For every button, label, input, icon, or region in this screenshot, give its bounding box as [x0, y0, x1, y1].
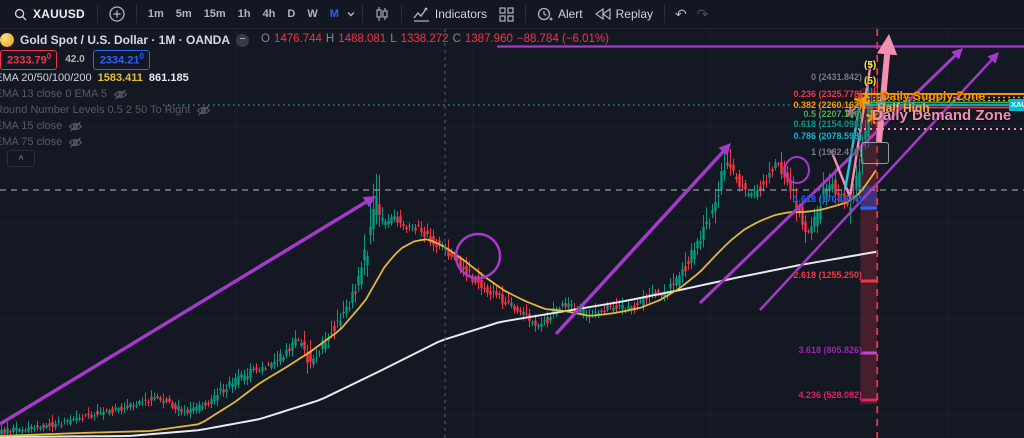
- chevron-down-icon[interactable]: [346, 9, 356, 19]
- timeframe-1month-active[interactable]: M: [329, 8, 339, 20]
- toolbar-divider: [664, 5, 665, 23]
- indicator-name: Round Number Levels 0.5 2 50 To Right: [0, 103, 191, 116]
- replay-rewind-icon: [594, 8, 611, 20]
- eye-off-icon[interactable]: [68, 121, 83, 132]
- supply-zone-label[interactable]: Daily Supply Zone: [881, 89, 986, 103]
- indicator-templates-button[interactable]: [494, 3, 519, 25]
- indicators-icon: [413, 7, 429, 22]
- toolbar-divider: [96, 5, 98, 23]
- sell-button[interactable]: 2333.790: [0, 50, 58, 70]
- spread-value: 42.0: [65, 53, 85, 65]
- trend-arrow-drawings[interactable]: [0, 45, 1024, 426]
- high-label: H: [325, 33, 335, 46]
- half-high-label[interactable]: Half High: [877, 101, 930, 115]
- star-mark-drawings[interactable]: [844, 92, 881, 125]
- toolbar-divider: [135, 5, 137, 23]
- legend-collapse-icon[interactable]: −: [236, 33, 249, 47]
- indicator-name: EMA 13 close 0 EMA 5: [0, 87, 107, 100]
- symbol-name: XAUUSD: [33, 7, 85, 21]
- replay-label: Replay: [615, 7, 653, 21]
- eye-off-icon[interactable]: [68, 137, 83, 148]
- eye-off-icon[interactable]: [196, 105, 211, 116]
- moving-average-lines: [0, 169, 877, 438]
- symbol-title: Gold Spot / U.S. Dollar · 1M · OANDA: [20, 33, 230, 47]
- zone-lines-drawing[interactable]: [163, 93, 1024, 130]
- indicator-name: EMA 20/50/100/200: [0, 71, 92, 84]
- replay-button[interactable]: Replay: [590, 3, 658, 25]
- timeframe-1d[interactable]: D: [287, 8, 296, 20]
- search-icon: [14, 8, 27, 21]
- low-value: 1338.272: [400, 33, 449, 46]
- grid-lines: [0, 29, 1024, 438]
- timeframe-5m[interactable]: 5m: [175, 8, 192, 20]
- low-label: L: [390, 33, 397, 46]
- indicator-row-round-numbers[interactable]: Round Number Levels 0.5 2 50 To Right: [0, 103, 609, 116]
- toolbar-divider: [361, 5, 363, 23]
- symbol-search-button[interactable]: XAUUSD: [8, 3, 91, 25]
- redo-button[interactable]: ↷: [696, 5, 709, 22]
- high-value: 1488.081: [338, 33, 387, 46]
- alert-button[interactable]: Alert: [532, 3, 588, 25]
- eye-off-icon[interactable]: [113, 89, 128, 100]
- elliott-wave-5-label[interactable]: (5): [864, 76, 877, 87]
- top-toolbar: XAUUSD 1m 5m 15m 1h 4h D W M: [0, 0, 1024, 29]
- open-value: 1476.744: [273, 33, 322, 46]
- indicator-value: 1583.411: [97, 71, 143, 84]
- open-label: O: [261, 33, 270, 46]
- legend-collapse-button[interactable]: ^: [7, 150, 35, 167]
- indicator-row-ema75[interactable]: EMA 75 close: [0, 135, 609, 148]
- chart-legend: Gold Spot / U.S. Dollar · 1M · OANDA − O…: [0, 33, 609, 153]
- demand-zone-label[interactable]: Daily Demand Zone: [872, 107, 1012, 124]
- indicator-row-ema13[interactable]: EMA 13 close 0 EMA 5: [0, 87, 609, 100]
- indicator-value: 861.185: [148, 71, 189, 84]
- timeframe-1m[interactable]: 1m: [147, 8, 164, 20]
- timeframe-1h[interactable]: 1h: [237, 8, 251, 20]
- alert-label: Alert: [557, 7, 583, 21]
- symbol-legend-row[interactable]: Gold Spot / U.S. Dollar · 1M · OANDA − O…: [0, 33, 609, 47]
- candlestick-icon: [376, 7, 388, 21]
- candlestick-series: [0, 75, 879, 438]
- indicator-row-ema15[interactable]: EMA 15 close: [0, 119, 609, 132]
- reference-lines: [0, 29, 1024, 438]
- elliott-wave-5-label[interactable]: (5): [864, 60, 877, 71]
- close-label: C: [452, 33, 461, 46]
- highlight-box[interactable]: [861, 142, 889, 164]
- change-value: −88.784 (−6.01%): [516, 33, 609, 46]
- undo-button[interactable]: ↶: [675, 5, 687, 22]
- indicator-name: EMA 75 close: [0, 135, 63, 148]
- alert-clock-icon: [537, 7, 553, 21]
- timeframe-15m[interactable]: 15m: [203, 8, 226, 20]
- indicators-button[interactable]: Indicators: [408, 3, 492, 25]
- timeframe-4h[interactable]: 4h: [262, 8, 276, 20]
- toolbar-divider: [524, 5, 526, 23]
- indicators-label: Indicators: [434, 7, 487, 21]
- chart-style-button[interactable]: [369, 3, 395, 25]
- gold-coin-icon: [0, 33, 14, 47]
- fib-extension-band-drawing[interactable]: [860, 88, 878, 404]
- price-line-tag: XAU: [1009, 99, 1024, 111]
- plus-circle-icon: [109, 6, 125, 22]
- bid-ask-row: 2333.790 42.0 2334.210: [0, 50, 609, 70]
- grid-templates-icon: [499, 6, 514, 22]
- indicator-row-ema-multi[interactable]: EMA 20/50/100/200 1583.411 861.185: [0, 71, 609, 84]
- indicator-name: EMA 15 close: [0, 119, 63, 132]
- toolbar-divider: [400, 5, 402, 23]
- compare-add-button[interactable]: [104, 3, 130, 25]
- ohlc-values: O 1476.744 H 1488.081 L 1338.272 C 1387.960 …: [261, 34, 609, 46]
- close-value: 1387.960: [464, 33, 513, 46]
- timeframe-1w[interactable]: W: [307, 8, 318, 20]
- buy-button[interactable]: 2334.210: [92, 50, 150, 70]
